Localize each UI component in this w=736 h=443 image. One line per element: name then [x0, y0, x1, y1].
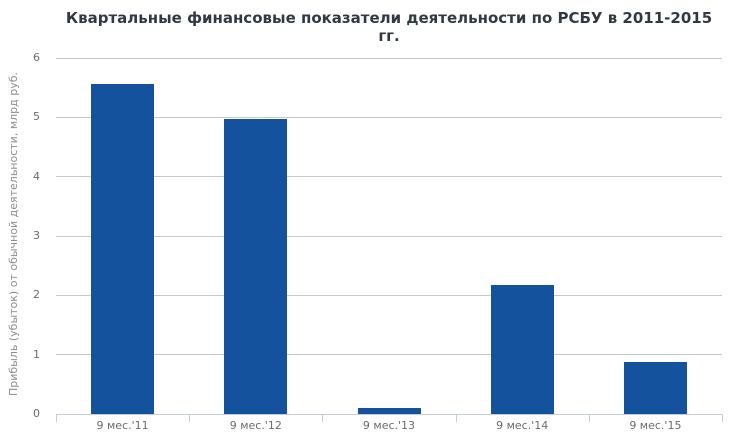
y-tick-label: 0	[33, 407, 40, 420]
x-axis-tick	[189, 414, 191, 422]
x-tick-label: 9 мес.'11	[96, 419, 149, 432]
y-tick-label: 3	[33, 229, 40, 242]
x-axis-tick	[722, 414, 723, 422]
gridline	[56, 294, 722, 296]
x-tick-label: 9 мес.'13	[362, 419, 416, 432]
x-axis-tick	[56, 414, 57, 422]
gridline	[56, 354, 722, 356]
bar[interactable]	[490, 284, 554, 414]
bar[interactable]	[623, 361, 687, 414]
chart-title: Квартальные финансовые показатели деятел…	[65, 9, 713, 45]
x-tick-label: 9 мес.'14	[496, 419, 549, 432]
x-axis-line	[56, 414, 722, 415]
x-axis-tick	[455, 414, 457, 422]
bar[interactable]	[224, 119, 288, 414]
gridline	[56, 176, 722, 178]
y-tick-label: 1	[33, 347, 40, 361]
y-tick-label: 2	[33, 288, 40, 302]
y-tick-label: 6	[33, 51, 40, 64]
bar[interactable]	[357, 408, 421, 414]
y-tick-label: 5	[33, 110, 40, 124]
gridline	[56, 57, 722, 59]
y-tick-label: 4	[33, 169, 40, 183]
x-axis-tick	[322, 414, 324, 422]
x-tick-label: 9 мес.'12	[229, 419, 282, 432]
bar[interactable]	[91, 83, 155, 414]
gridline	[56, 235, 722, 237]
gridline	[56, 116, 722, 118]
x-tick-label: 9 мес.'15	[629, 419, 682, 432]
x-axis-tick	[588, 414, 590, 422]
